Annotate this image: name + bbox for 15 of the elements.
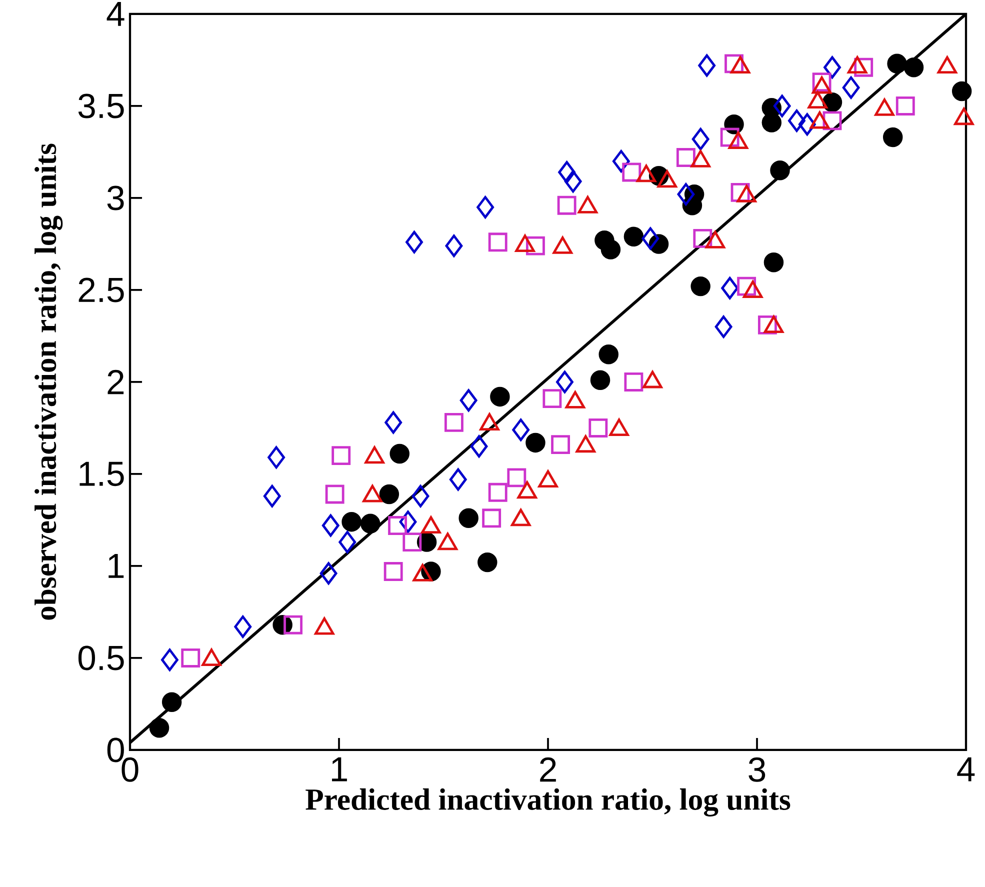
y-tick-label: 2.5 <box>78 278 124 302</box>
x-tick-label: 2 <box>540 757 556 782</box>
x-tick-label: 4 <box>957 757 975 782</box>
x-tick-label: 1 <box>332 757 347 782</box>
x-tick-label: 3 <box>748 757 766 782</box>
y-axis-title: observed inactivation ratio, log units <box>34 144 63 620</box>
y-tick-label: 4 <box>106 2 124 26</box>
y-tick-label: 2 <box>108 370 124 394</box>
y-tick-label: 0.5 <box>78 646 124 670</box>
x-axis-title: Predicted inactivation ratio, log units <box>306 788 790 816</box>
y-tick-label: 0 <box>107 738 124 762</box>
y-tick-label: 1.5 <box>80 462 124 486</box>
y-tick-label: 1 <box>108 554 124 578</box>
y-tick-label: 3.5 <box>78 94 124 118</box>
y-tick-label: 3 <box>107 186 124 210</box>
